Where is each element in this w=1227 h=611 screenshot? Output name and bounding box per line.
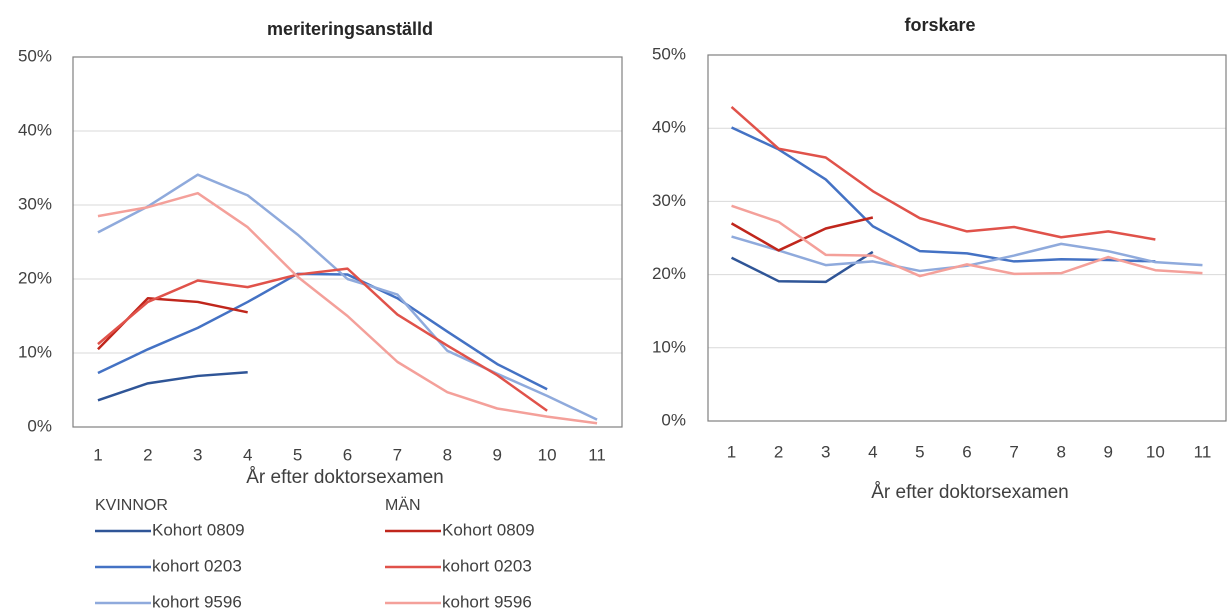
x-tick-label: 9 <box>1104 442 1113 461</box>
x-tick-label: 8 <box>1056 442 1065 461</box>
y-tick-label: 40% <box>652 118 686 137</box>
series-line <box>730 216 874 252</box>
x-tick-label: 2 <box>774 442 783 461</box>
x-tick-label: 11 <box>1194 442 1212 461</box>
x-tick-label: 9 <box>492 445 501 464</box>
x-tick-label: 4 <box>243 445 252 464</box>
x-tick-label: 1 <box>93 445 102 464</box>
legend-label: kohort 9596 <box>442 592 532 611</box>
x-tick-label: 2 <box>143 445 152 464</box>
y-tick-label: 50% <box>18 46 52 65</box>
x-axis-label: År efter doktorsexamen <box>246 467 443 488</box>
legend-group: MÄN <box>385 496 421 514</box>
x-tick-label: 7 <box>1009 442 1018 461</box>
y-tick-label: 10% <box>652 337 686 356</box>
x-tick-label: 1 <box>727 442 736 461</box>
y-tick-label: 0% <box>661 410 686 429</box>
chart-title: meriteringsanställd <box>267 19 433 39</box>
series-line <box>730 106 1156 241</box>
x-tick-label: 11 <box>588 445 606 464</box>
x-tick-label: 10 <box>538 445 557 464</box>
series-line <box>731 204 1203 278</box>
x-tick-label: 8 <box>443 445 452 464</box>
series-line <box>97 173 598 421</box>
legend-group: KVINNOR <box>95 497 168 514</box>
series-line <box>730 250 874 284</box>
x-tick-label: 5 <box>915 442 924 461</box>
x-tick-label: 5 <box>293 445 302 464</box>
legend-label: kohort 9596 <box>152 592 242 611</box>
y-tick-label: 20% <box>18 268 52 287</box>
series-line <box>731 126 1156 263</box>
x-tick-label: 3 <box>193 445 202 464</box>
y-tick-label: 30% <box>652 191 686 210</box>
legend-label: kohort 0203 <box>152 556 242 575</box>
series-line <box>97 272 548 391</box>
legend-label: Kohort 0809 <box>442 520 535 539</box>
series-line <box>97 191 598 425</box>
x-tick-label: 3 <box>821 442 830 461</box>
y-tick-label: 20% <box>652 264 686 283</box>
y-tick-label: 10% <box>18 342 52 361</box>
chart-title: forskare <box>904 15 975 35</box>
legend-label: kohort 0203 <box>442 556 532 575</box>
x-axis-label: År efter doktorsexamen <box>871 482 1068 503</box>
x-tick-label: 10 <box>1146 442 1165 461</box>
series-line <box>97 370 248 402</box>
plot-border <box>707 54 1227 422</box>
series-line <box>97 267 548 412</box>
y-tick-label: 40% <box>18 120 52 139</box>
legend-label: Kohort 0809 <box>152 520 245 539</box>
y-tick-label: 0% <box>27 416 52 435</box>
x-tick-label: 6 <box>962 442 971 461</box>
plot-border <box>72 56 623 428</box>
x-tick-label: 7 <box>393 445 402 464</box>
x-tick-label: 6 <box>343 445 352 464</box>
x-tick-label: 4 <box>868 442 877 461</box>
y-tick-label: 30% <box>18 194 52 213</box>
y-tick-label: 50% <box>652 44 686 63</box>
series-line <box>731 235 1203 273</box>
